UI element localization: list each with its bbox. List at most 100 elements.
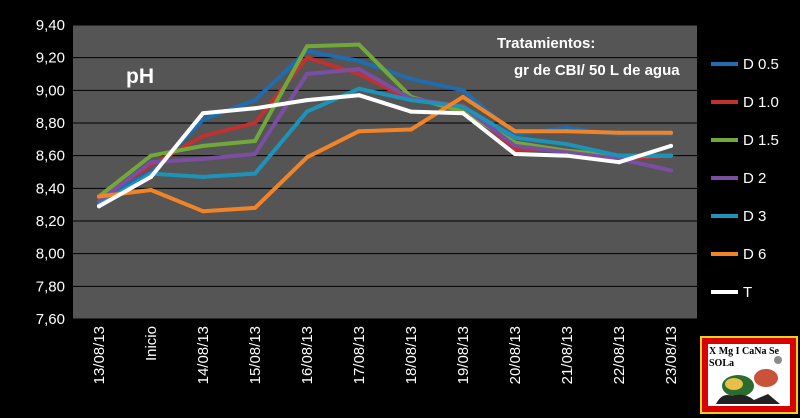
- legend-label: D 1.0: [743, 94, 779, 111]
- data-point: [253, 152, 257, 157]
- data-point: [513, 143, 517, 148]
- data-point: [565, 125, 569, 130]
- data-point: [461, 94, 465, 99]
- x-tick-label: 21/08/13: [559, 326, 576, 384]
- data-point: [513, 135, 517, 140]
- x-tick-label: 22/08/13: [611, 326, 628, 384]
- data-point: [305, 109, 309, 114]
- x-tick-label: 14/08/13: [195, 326, 212, 384]
- legend-label: T: [743, 284, 752, 301]
- series-line: [97, 94, 673, 214]
- data-point: [201, 143, 205, 148]
- data-point: [149, 187, 153, 192]
- data-point: [357, 93, 361, 98]
- data-point: [669, 153, 673, 158]
- x-tick-label: 23/08/13: [663, 326, 680, 384]
- data-point: [305, 98, 309, 103]
- data-point: [201, 156, 205, 161]
- data-point: [149, 174, 153, 179]
- data-point: [357, 58, 361, 63]
- data-point: [253, 171, 257, 176]
- y-tick-label: 7,60: [36, 311, 65, 328]
- data-point: [305, 44, 309, 49]
- data-point: [461, 88, 465, 93]
- series-lines: [97, 42, 673, 214]
- data-point: [565, 150, 569, 155]
- data-point: [149, 153, 153, 158]
- data-point: [357, 129, 361, 134]
- data-point: [305, 155, 309, 160]
- data-point: [409, 127, 413, 132]
- data-point: [565, 142, 569, 147]
- data-point: [513, 147, 517, 152]
- data-point: [669, 168, 673, 173]
- data-point: [253, 121, 257, 125]
- data-point: [617, 153, 621, 158]
- y-tick-label: 8,80: [36, 115, 65, 132]
- data-point: [253, 98, 257, 103]
- y-tick-label: 9,00: [36, 82, 65, 99]
- legend-label: D 3: [743, 208, 766, 225]
- y-tick-label: 8,00: [36, 246, 65, 263]
- y-tick-label: 8,40: [36, 180, 65, 197]
- data-point: [357, 86, 361, 91]
- series-line: [97, 86, 673, 207]
- legend-label: D 2: [743, 170, 766, 187]
- data-point: [409, 98, 413, 103]
- data-point: [357, 72, 361, 76]
- x-tick-label: 18/08/13: [403, 326, 420, 384]
- data-point: [97, 194, 101, 199]
- y-tick-label: 8,20: [36, 213, 65, 230]
- data-point: [253, 138, 257, 143]
- data-point: [305, 72, 309, 76]
- y-tick-label: 9,40: [36, 17, 65, 34]
- data-point: [201, 111, 205, 116]
- x-axis-ticks: 13/08/13 Inicio 14/08/13 15/08/13 16/08/13 17…: [72, 319, 698, 384]
- series-line: [97, 67, 673, 204]
- data-point: [409, 76, 413, 81]
- series-line: [97, 93, 673, 209]
- data-point: [565, 129, 569, 134]
- y-tick-label: 7,80: [36, 278, 65, 295]
- legend: D 0.5 D 1.0 D 1.5 D 2 D 3 D 6 T: [711, 56, 779, 301]
- y-tick-label: 9,20: [36, 50, 65, 67]
- legend-label: D 0.5: [743, 56, 779, 73]
- y-axis-ticks: 7,60 7,80 8,00 8,20 8,40 8,60 8,80 9,00 9,20 9,40: [36, 17, 65, 328]
- data-point: [461, 111, 465, 116]
- data-point: [357, 42, 361, 47]
- x-tick-label: 17/08/13: [351, 326, 368, 384]
- data-point: [357, 67, 361, 72]
- annotation-line-2: gr de CBI/ 50 L de agua: [514, 62, 680, 79]
- data-point: [253, 205, 257, 210]
- annotation-line-1: Tratamientos:: [497, 35, 595, 52]
- data-point: [513, 129, 517, 134]
- data-point: [669, 143, 673, 148]
- logo-image: X Mg I CaNa Se SOLa: [708, 344, 790, 406]
- data-point: [149, 160, 153, 165]
- x-tick-label: 20/08/13: [507, 326, 524, 384]
- chart-title: pH: [126, 65, 154, 88]
- data-point: [565, 153, 569, 158]
- data-point: [253, 106, 257, 111]
- data-point: [305, 55, 309, 60]
- data-point: [201, 117, 205, 122]
- data-point: [513, 152, 517, 157]
- data-point: [617, 160, 621, 165]
- gridlines: [68, 24, 697, 320]
- data-point: [461, 104, 465, 109]
- y-tick-label: 8,60: [36, 148, 65, 165]
- data-point: [669, 130, 673, 135]
- x-tick-label: 16/08/13: [299, 326, 316, 384]
- x-tick-label: 19/08/13: [455, 326, 472, 384]
- data-point: [201, 134, 205, 139]
- legend-label: D 6: [743, 246, 766, 263]
- data-point: [617, 130, 621, 135]
- plot-area: [73, 25, 697, 319]
- x-tick-label: Inicio: [143, 326, 160, 361]
- data-point: [409, 109, 413, 114]
- logo-badge: X Mg I CaNa Se SOLa: [700, 336, 798, 414]
- data-point: [97, 204, 101, 209]
- legend-label: D 1.5: [743, 132, 779, 149]
- x-tick-label: 13/08/13: [91, 326, 108, 384]
